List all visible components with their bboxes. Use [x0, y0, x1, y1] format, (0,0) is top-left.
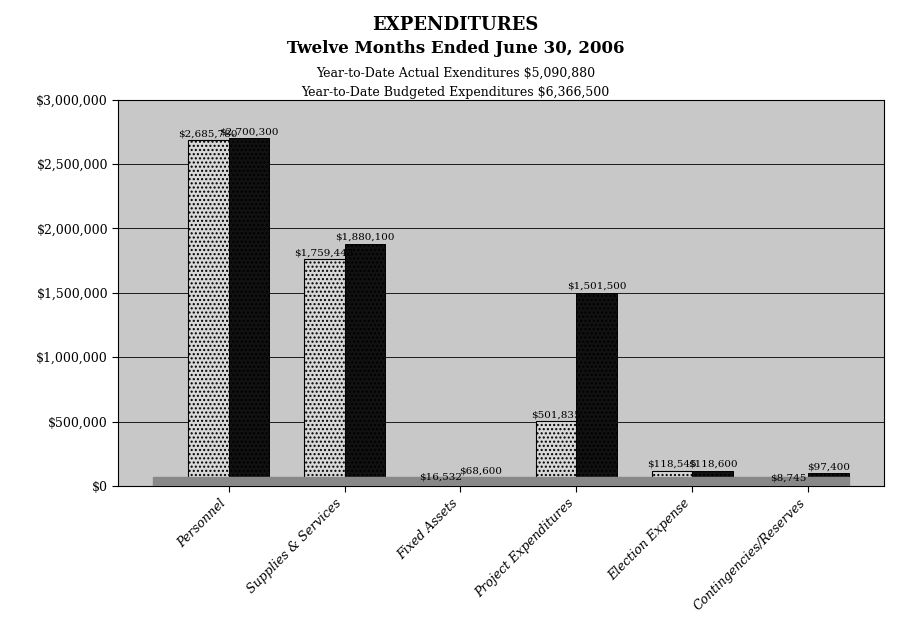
Bar: [153, 477, 849, 486]
Bar: [460, 477, 501, 486]
Text: $8,745: $8,745: [770, 474, 806, 483]
Bar: [768, 485, 808, 486]
Text: Year-to-Date Actual Exenditures $5,090,880: Year-to-Date Actual Exenditures $5,090,8…: [316, 67, 595, 80]
Text: $118,600: $118,600: [688, 460, 738, 468]
Bar: [808, 473, 849, 486]
Bar: [344, 244, 385, 486]
Text: $68,600: $68,600: [459, 466, 502, 475]
Text: $16,532: $16,532: [419, 473, 462, 482]
Bar: [304, 259, 344, 486]
Bar: [229, 138, 269, 486]
Text: $501,835: $501,835: [531, 411, 581, 419]
Bar: [536, 421, 577, 486]
Text: $1,501,500: $1,501,500: [567, 282, 627, 291]
Bar: [188, 140, 229, 486]
Bar: [692, 470, 733, 486]
Text: EXPENDITURES: EXPENDITURES: [373, 16, 538, 34]
Text: Twelve Months Ended June 30, 2006: Twelve Months Ended June 30, 2006: [287, 40, 624, 57]
Text: $2,700,300: $2,700,300: [220, 127, 279, 136]
Text: $118,545: $118,545: [647, 460, 697, 468]
Bar: [577, 293, 617, 486]
Text: $2,685,780: $2,685,780: [179, 129, 238, 138]
Bar: [420, 484, 460, 486]
Text: $1,880,100: $1,880,100: [335, 233, 394, 242]
Bar: [651, 471, 692, 486]
Text: Year-to-Date Budgeted Expenditures $6,366,500: Year-to-Date Budgeted Expenditures $6,36…: [302, 86, 609, 99]
Text: $1,759,443: $1,759,443: [294, 249, 354, 257]
Text: $97,400: $97,400: [807, 462, 850, 472]
